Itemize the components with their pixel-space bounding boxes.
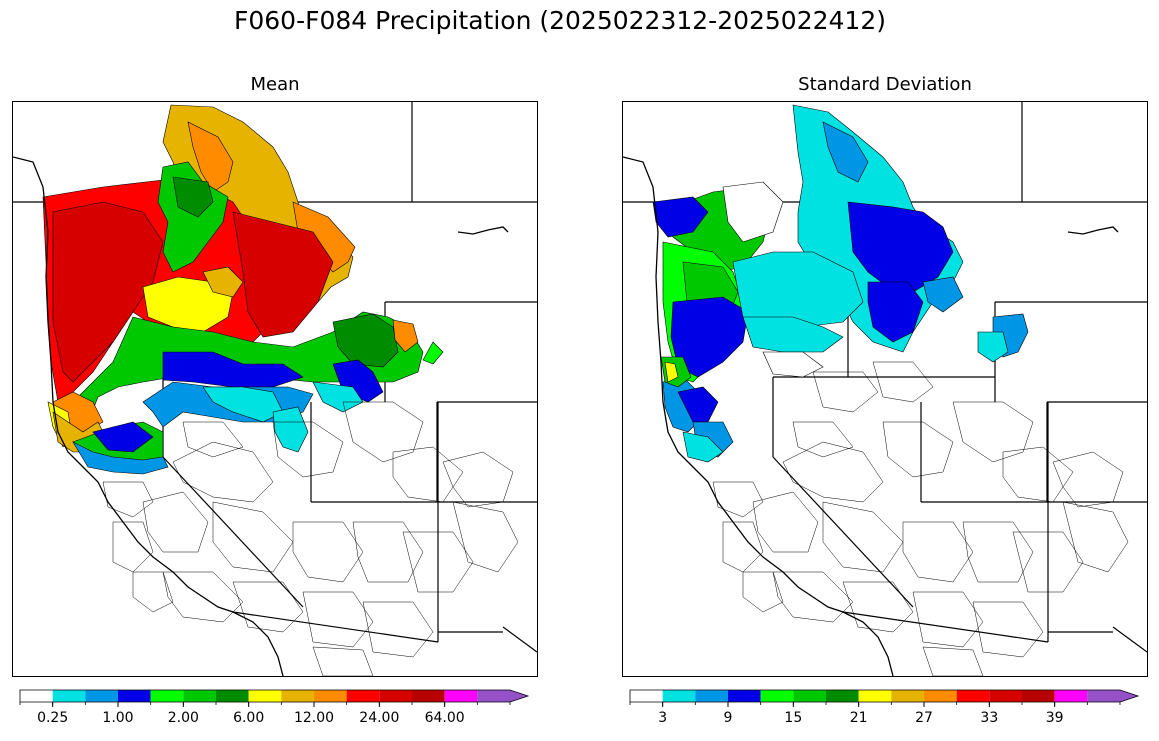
colorbar-segment xyxy=(891,690,924,702)
basin-outlines xyxy=(102,401,519,676)
colorbar-tick-label: 0.25 xyxy=(37,710,69,726)
colorbar-tick-label: 12.00 xyxy=(293,710,335,726)
figure-title: F060-F084 Precipitation (2025022312-2025… xyxy=(233,6,886,35)
mean-precip-regions xyxy=(42,104,444,475)
stddev-map xyxy=(622,101,1148,677)
mean-map xyxy=(12,101,538,677)
stddev-colorbar-ticks: 3 9 15 21 27 33 39 xyxy=(630,710,1140,730)
colorbar-segment xyxy=(858,690,892,702)
colorbar-segment xyxy=(695,690,728,702)
colorbar-segment xyxy=(956,690,990,702)
colorbar-segment xyxy=(924,690,957,702)
colorbar-tick-label: 2.00 xyxy=(167,710,199,726)
colorbar-segment xyxy=(150,690,184,702)
colorbar-tick-label: 39 xyxy=(1045,710,1064,726)
colorbar-segment xyxy=(662,690,696,702)
colorbar-segment xyxy=(1054,690,1088,702)
colorbar-segment xyxy=(760,690,794,702)
colorbar-segment xyxy=(793,690,826,702)
colorbar-outline xyxy=(629,689,1140,703)
colorbar-segment xyxy=(728,690,761,702)
colorbar-tick-label: 27 xyxy=(915,710,933,726)
colorbar-segment xyxy=(630,690,663,702)
colorbar-outline xyxy=(19,689,530,703)
colorbar-segment xyxy=(379,690,412,702)
colorbar-segment xyxy=(52,690,86,702)
mean-colorbar-ticks: 0.25 1.00 2.00 6.00 12.00 24.00 64.00 xyxy=(20,710,530,730)
basin-outlines xyxy=(712,361,1129,676)
colorbar-segment xyxy=(183,690,216,702)
colorbar-segment xyxy=(85,690,118,702)
colorbar-segment xyxy=(20,690,53,702)
colorbar-segment xyxy=(216,690,249,702)
stddev-colorbar xyxy=(629,689,1140,712)
colorbar-segment xyxy=(989,690,1022,702)
colorbar-segment xyxy=(118,690,151,702)
colorbar-tick-label: 24.00 xyxy=(359,710,400,726)
colorbar-segment xyxy=(412,690,445,702)
colorbar-tick-label: 9 xyxy=(723,710,733,726)
colorbar-segment xyxy=(826,690,859,702)
colorbar-tick-label: 33 xyxy=(980,710,999,726)
colorbar-tick-label: 64.00 xyxy=(424,710,465,726)
colorbar-tick-label: 21 xyxy=(849,710,868,726)
colorbar-tick-label: 6.00 xyxy=(233,710,265,726)
panel-title-stddev: Standard Deviation xyxy=(798,74,972,95)
colorbar-segment xyxy=(248,690,282,702)
colorbar-tick-label: 1.00 xyxy=(102,710,134,726)
colorbar-segment xyxy=(444,690,478,702)
colorbar-tick-label: 15 xyxy=(784,710,803,726)
panel-title-mean: Mean xyxy=(250,74,300,95)
mean-colorbar xyxy=(19,689,530,712)
colorbar-segment xyxy=(477,690,528,702)
colorbar-tick-label: 3 xyxy=(658,710,668,726)
colorbar-segment xyxy=(1022,690,1055,702)
colorbar-segment xyxy=(346,690,380,702)
colorbar-segment xyxy=(281,690,314,702)
colorbar-segment xyxy=(1087,690,1138,702)
colorbar-segment xyxy=(314,690,347,702)
stddev-precip-regions xyxy=(652,104,1029,463)
